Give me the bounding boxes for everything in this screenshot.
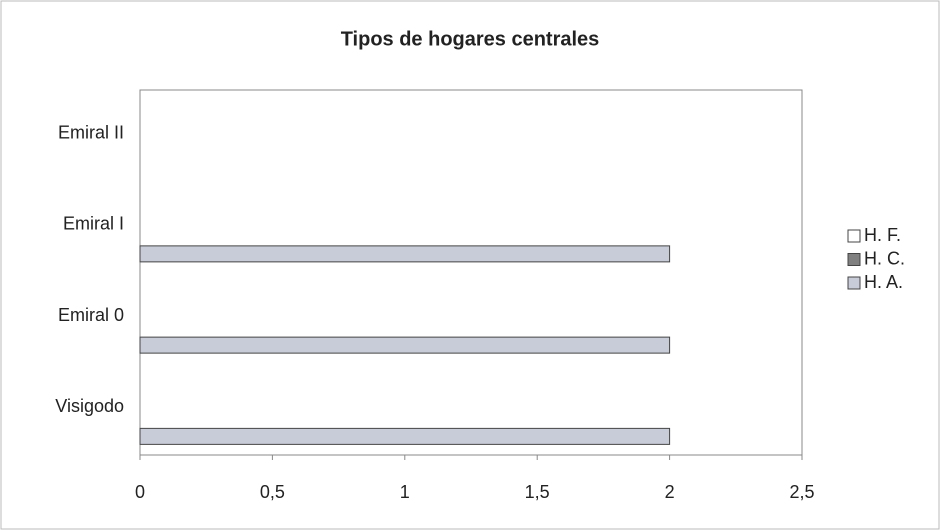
legend-swatch xyxy=(847,229,861,243)
bar xyxy=(139,336,671,354)
bar xyxy=(139,245,671,263)
legend-label: H. F. xyxy=(864,225,901,245)
x-tick-label: 1 xyxy=(400,482,410,502)
legend-label: H. A. xyxy=(864,272,903,292)
x-tick-label: 0,5 xyxy=(260,482,285,502)
y-tick-label: Emiral II xyxy=(58,122,124,142)
y-tick-label: Emiral I xyxy=(63,214,124,234)
x-tick-label: 0 xyxy=(135,482,145,502)
y-tick-label: Visigodo xyxy=(55,396,124,416)
legend-swatch xyxy=(847,276,861,290)
y-tick-label: Emiral 0 xyxy=(58,305,124,325)
chart-title: Tipos de hogares centrales xyxy=(341,28,600,50)
legend-label: H. C. xyxy=(864,248,905,268)
plot-area xyxy=(139,89,803,456)
x-tick-label: 2 xyxy=(665,482,675,502)
bar xyxy=(139,427,671,445)
x-tick-label: 1,5 xyxy=(525,482,550,502)
legend-swatch xyxy=(847,253,861,266)
x-tick-label: 2,5 xyxy=(789,482,814,502)
